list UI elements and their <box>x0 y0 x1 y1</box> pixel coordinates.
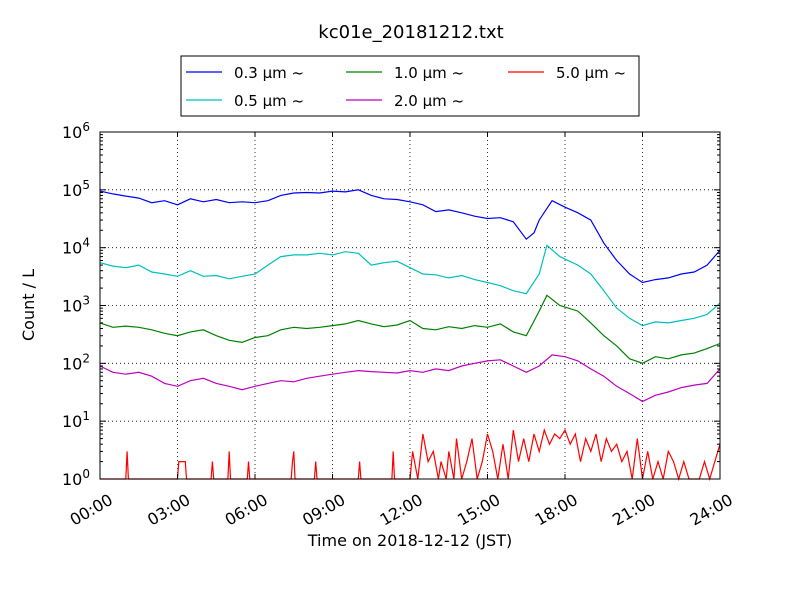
legend-label: 0.5 μm ~ <box>234 92 304 110</box>
legend-label: 5.0 μm ~ <box>556 64 626 82</box>
series-line-1 <box>99 244 721 327</box>
ticks <box>99 131 721 480</box>
series-line-0 <box>99 189 721 284</box>
series-line-2 <box>99 294 721 364</box>
x-tick-label: 09:00 <box>299 490 348 530</box>
y-tick-labels: 100 101 102 103 104 105 106 <box>62 120 90 489</box>
series-layer <box>99 189 721 482</box>
legend: 0.3 μm ~ 0.5 μm ~ 1.0 μm ~ 2.0 μm ~ 5.0 μm ~ <box>180 55 640 117</box>
x-tick-label: 03:00 <box>144 490 193 530</box>
series-line-3 <box>99 354 721 403</box>
x-tick-label: 12:00 <box>377 490 426 530</box>
y-tick-label: 104 <box>62 236 90 258</box>
legend-label: 2.0 μm ~ <box>394 92 464 110</box>
y-tick-label: 105 <box>62 178 90 200</box>
y-tick-label: 101 <box>62 409 90 431</box>
x-tick-label: 00:00 <box>67 490 116 530</box>
legend-label: 1.0 μm ~ <box>394 64 464 82</box>
x-tick-label: 15:00 <box>454 490 503 530</box>
x-tick-label: 18:00 <box>532 490 581 530</box>
grid <box>100 132 720 479</box>
chart-title: kc01e_20181212.txt <box>318 22 503 43</box>
x-tick-labels: 00:00 03:00 06:00 09:00 12:00 15:00 18:00 21:00… <box>67 490 736 530</box>
x-axis-label: Time on 2018-12-12 (JST) <box>307 531 512 550</box>
x-tick-label: 21:00 <box>609 490 658 530</box>
x-tick-label: 24:00 <box>687 490 736 530</box>
legend-label: 0.3 μm ~ <box>234 64 304 82</box>
series-line-4 <box>100 428 721 482</box>
y-tick-label: 103 <box>62 294 90 316</box>
y-tick-label: 102 <box>62 351 90 373</box>
y-axis-label: Count / L <box>19 269 38 341</box>
legend-box <box>180 55 640 117</box>
y-tick-label: 106 <box>62 120 90 142</box>
y-tick-label: 100 <box>62 467 90 489</box>
x-tick-label: 06:00 <box>222 490 271 530</box>
